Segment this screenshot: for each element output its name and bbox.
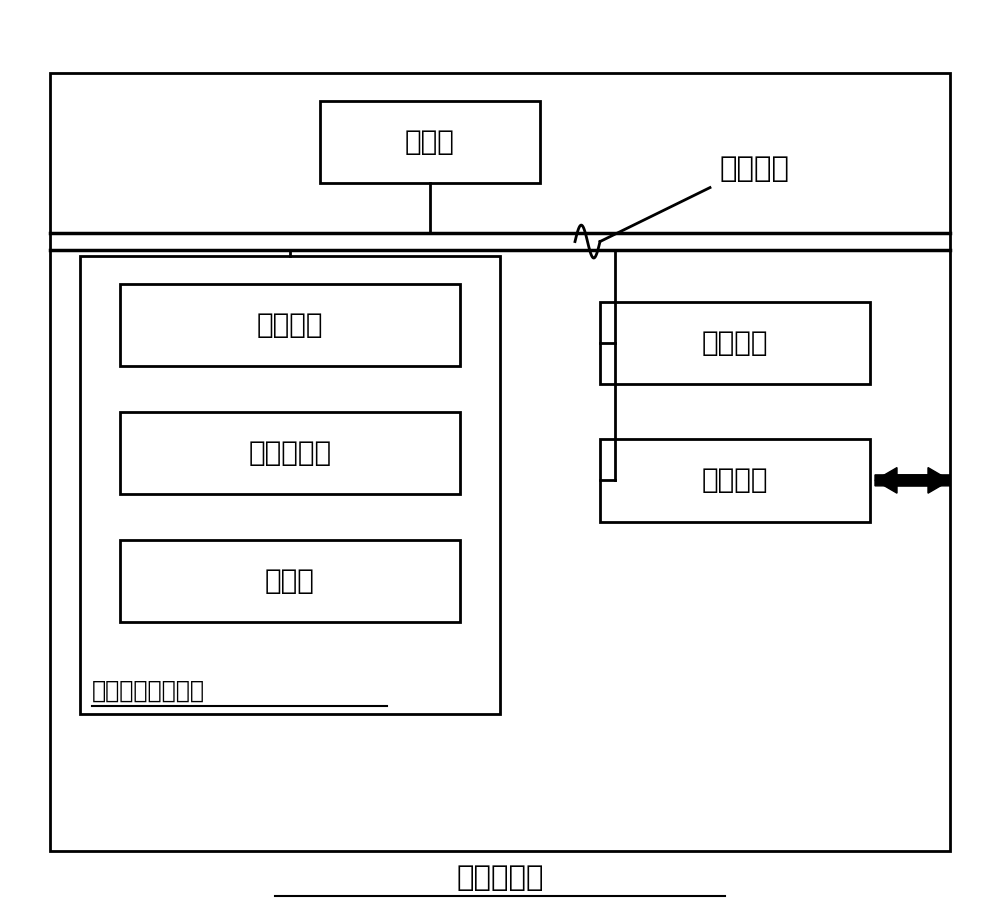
Bar xyxy=(120,412,460,494)
Text: 操作系统: 操作系统 xyxy=(257,311,323,339)
Text: 处理器: 处理器 xyxy=(405,128,455,156)
Text: 非易失性存储介质: 非易失性存储介质 xyxy=(92,679,205,703)
Text: 数据库: 数据库 xyxy=(265,567,315,595)
Text: 计算机程序: 计算机程序 xyxy=(248,439,332,467)
FancyArrow shape xyxy=(875,468,950,493)
Bar xyxy=(320,101,540,183)
Bar xyxy=(120,284,460,366)
Text: 网络接口: 网络接口 xyxy=(702,467,768,494)
Bar xyxy=(600,439,870,522)
Text: 内存储器: 内存储器 xyxy=(702,329,768,357)
Bar xyxy=(600,302,870,384)
Bar xyxy=(120,540,460,622)
Text: 系统总线: 系统总线 xyxy=(720,155,790,183)
Text: 计算机设备: 计算机设备 xyxy=(456,864,544,892)
Bar xyxy=(50,73,950,851)
Bar xyxy=(80,256,500,714)
FancyArrow shape xyxy=(875,468,950,493)
